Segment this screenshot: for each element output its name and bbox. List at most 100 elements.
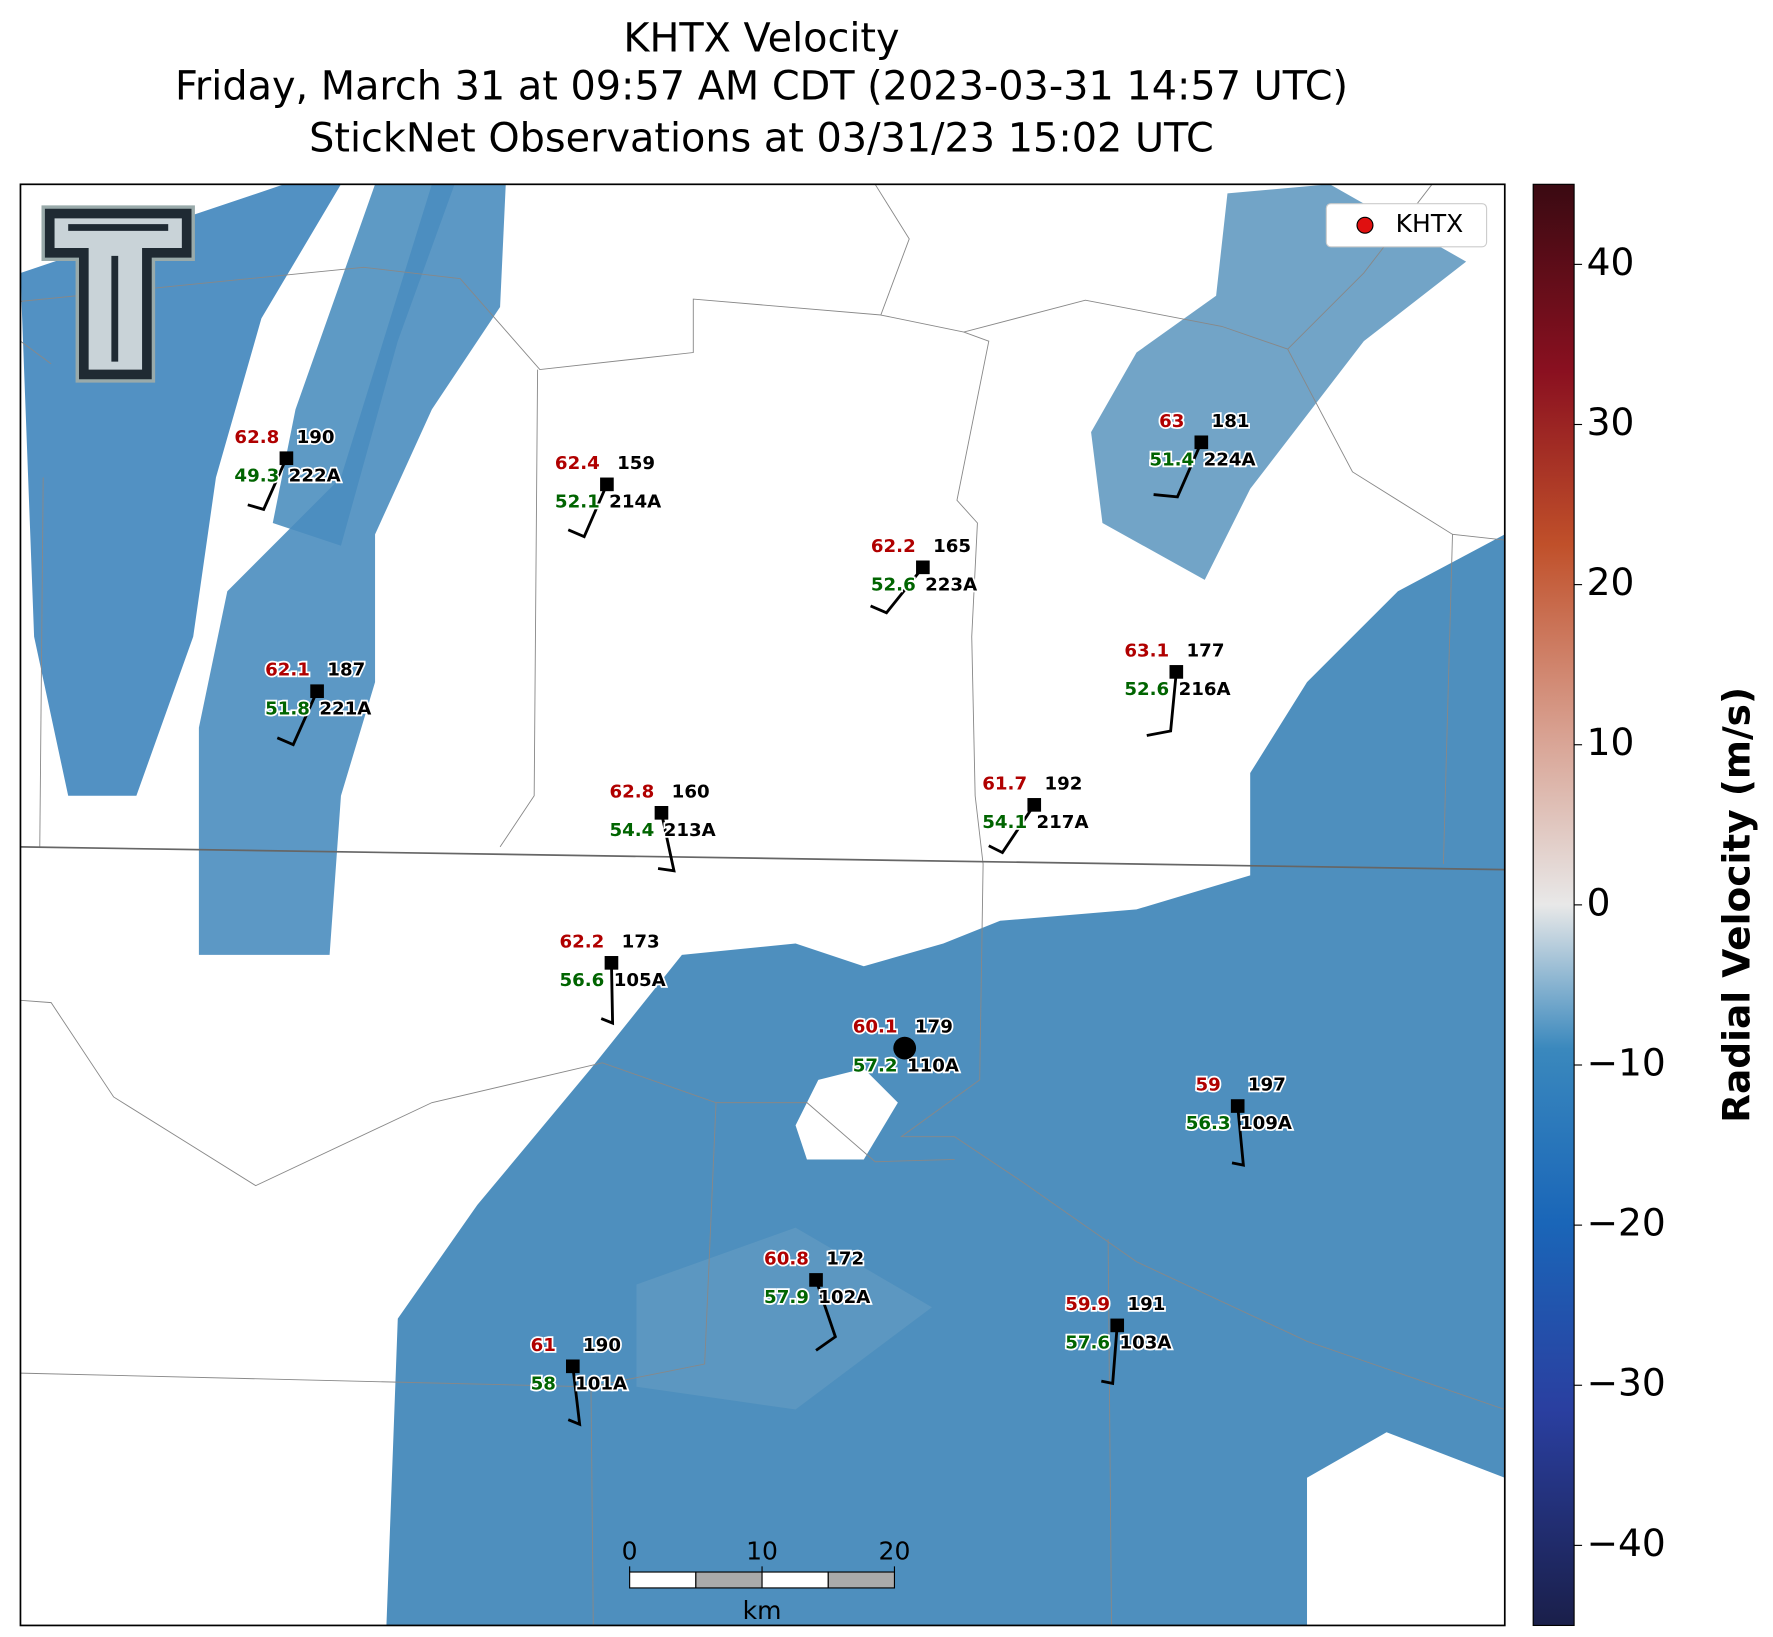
scale-segment: [827, 1571, 896, 1589]
wind-barb: [276, 690, 319, 747]
scale-segment: [695, 1571, 763, 1589]
legend-marker: [1356, 216, 1374, 234]
station-value: 160: [672, 781, 710, 802]
colorbar-tick-label: 40: [1587, 240, 1635, 284]
wind-barb: [1231, 1105, 1245, 1167]
station-marker: [1230, 1099, 1245, 1113]
station-marker: [654, 805, 669, 820]
station-id: 223A: [925, 575, 977, 596]
dewpoint: 57.6: [1065, 1333, 1110, 1354]
station-value: 159: [617, 453, 655, 474]
temperature: 62.1: [265, 660, 310, 681]
temperature: 59.9: [1065, 1294, 1110, 1315]
dewpoint: 58: [531, 1373, 556, 1394]
colorbar-tick-label: −30: [1587, 1361, 1666, 1405]
wind-barb: [1101, 1325, 1119, 1386]
station-id: 214A: [609, 492, 661, 513]
wind-barb: [1146, 671, 1178, 737]
temperature: 61: [531, 1335, 556, 1356]
temperature: 62.4: [555, 453, 600, 474]
wind-barb: [870, 566, 924, 615]
wind-barb: [657, 812, 676, 873]
station-value: 192: [1044, 773, 1082, 794]
legend: KHTX: [1325, 203, 1488, 248]
wind-barb: [814, 1279, 838, 1352]
colorbar-tick-label: 20: [1587, 560, 1635, 604]
station-id: 103A: [1119, 1333, 1171, 1354]
station-id: 224A: [1204, 449, 1256, 470]
radar-site: [893, 1036, 917, 1060]
station-id: 105A: [614, 970, 666, 991]
station-value: 197: [1248, 1075, 1286, 1096]
county-lines: [20, 184, 1505, 1626]
station-value: 187: [327, 660, 365, 681]
station-value: 179: [915, 1017, 953, 1038]
dewpoint: 51.4: [1149, 449, 1194, 470]
dewpoint: 52.6: [1124, 679, 1169, 700]
station-id: 109A: [1240, 1113, 1292, 1134]
station-value: 177: [1187, 640, 1225, 661]
dewpoint: 52.1: [555, 492, 600, 513]
map-frame: [19, 183, 1506, 1627]
scale-tick-label: 0: [622, 1537, 638, 1566]
station-id: 222A: [289, 465, 341, 486]
dewpoint: 54.1: [982, 812, 1027, 833]
station-marker: [600, 477, 614, 492]
dewpoint: 57.2: [853, 1055, 898, 1076]
wind-barb: [600, 962, 615, 1026]
station-id: 221A: [319, 698, 371, 719]
station-id: 217A: [1037, 812, 1089, 833]
dewpoint: 52.6: [871, 575, 916, 596]
station-value: 191: [1127, 1294, 1165, 1315]
temperature: 60.1: [853, 1017, 898, 1038]
dewpoint: 56.3: [1186, 1113, 1231, 1134]
wind-barb: [1153, 441, 1203, 499]
station-id: 101A: [575, 1373, 627, 1394]
temperature: 63: [1159, 411, 1184, 432]
station-id: 216A: [1179, 679, 1231, 700]
dewpoint: 49.3: [234, 465, 279, 486]
station-value: 165: [933, 536, 971, 557]
dewpoint: 51.8: [265, 698, 310, 719]
colorbar-tick-label: 30: [1587, 400, 1635, 444]
station-id: 110A: [907, 1055, 959, 1076]
temperature: 62.2: [559, 931, 604, 952]
title-line: Friday, March 31 at 09:57 AM CDT (2023-0…: [175, 63, 1348, 109]
wind-barb: [567, 483, 609, 539]
temperature: 62.8: [234, 427, 279, 448]
station-value: 181: [1212, 411, 1250, 432]
title-line: StickNet Observations at 03/31/23 15:02 …: [309, 116, 1214, 162]
station-value: 173: [622, 931, 660, 952]
station-value: 172: [826, 1248, 864, 1269]
dewpoint: 56.6: [559, 970, 604, 991]
colorbar-tick-label: 10: [1587, 720, 1635, 764]
temperature: 62.8: [609, 781, 654, 802]
legend-label: KHTX: [1396, 209, 1464, 238]
temperature: 61.7: [982, 773, 1027, 794]
scale-tick-label: 10: [746, 1537, 778, 1566]
station-value: 190: [297, 427, 335, 448]
state-line: [20, 846, 1505, 871]
colorbar-tick-label: −20: [1587, 1201, 1666, 1245]
wind-barb: [567, 1366, 582, 1427]
scale-unit: km: [743, 1596, 782, 1625]
station-id: 102A: [818, 1287, 870, 1308]
dewpoint: 54.4: [609, 820, 654, 841]
radar-echoes: [20, 184, 1505, 1626]
wind-barb: [988, 804, 1036, 855]
colorbar-tick-label: −40: [1587, 1521, 1666, 1565]
colorbar-label: Radial Velocity (m/s): [1714, 687, 1758, 1123]
station-marker: [1169, 665, 1184, 679]
temperature: 60.8: [764, 1248, 809, 1269]
temperature: 62.2: [871, 536, 916, 557]
legend-box: [1325, 203, 1488, 248]
colorbar: [1532, 183, 1575, 1627]
scale-segment: [761, 1571, 829, 1589]
wind-barb: [247, 457, 288, 512]
title-line: KHTX Velocity: [623, 16, 899, 62]
temperature: 63.1: [1124, 640, 1169, 661]
temperature: 59: [1195, 1075, 1220, 1096]
station-value: 190: [583, 1335, 621, 1356]
colorbar-tick-label: −10: [1587, 1041, 1666, 1085]
